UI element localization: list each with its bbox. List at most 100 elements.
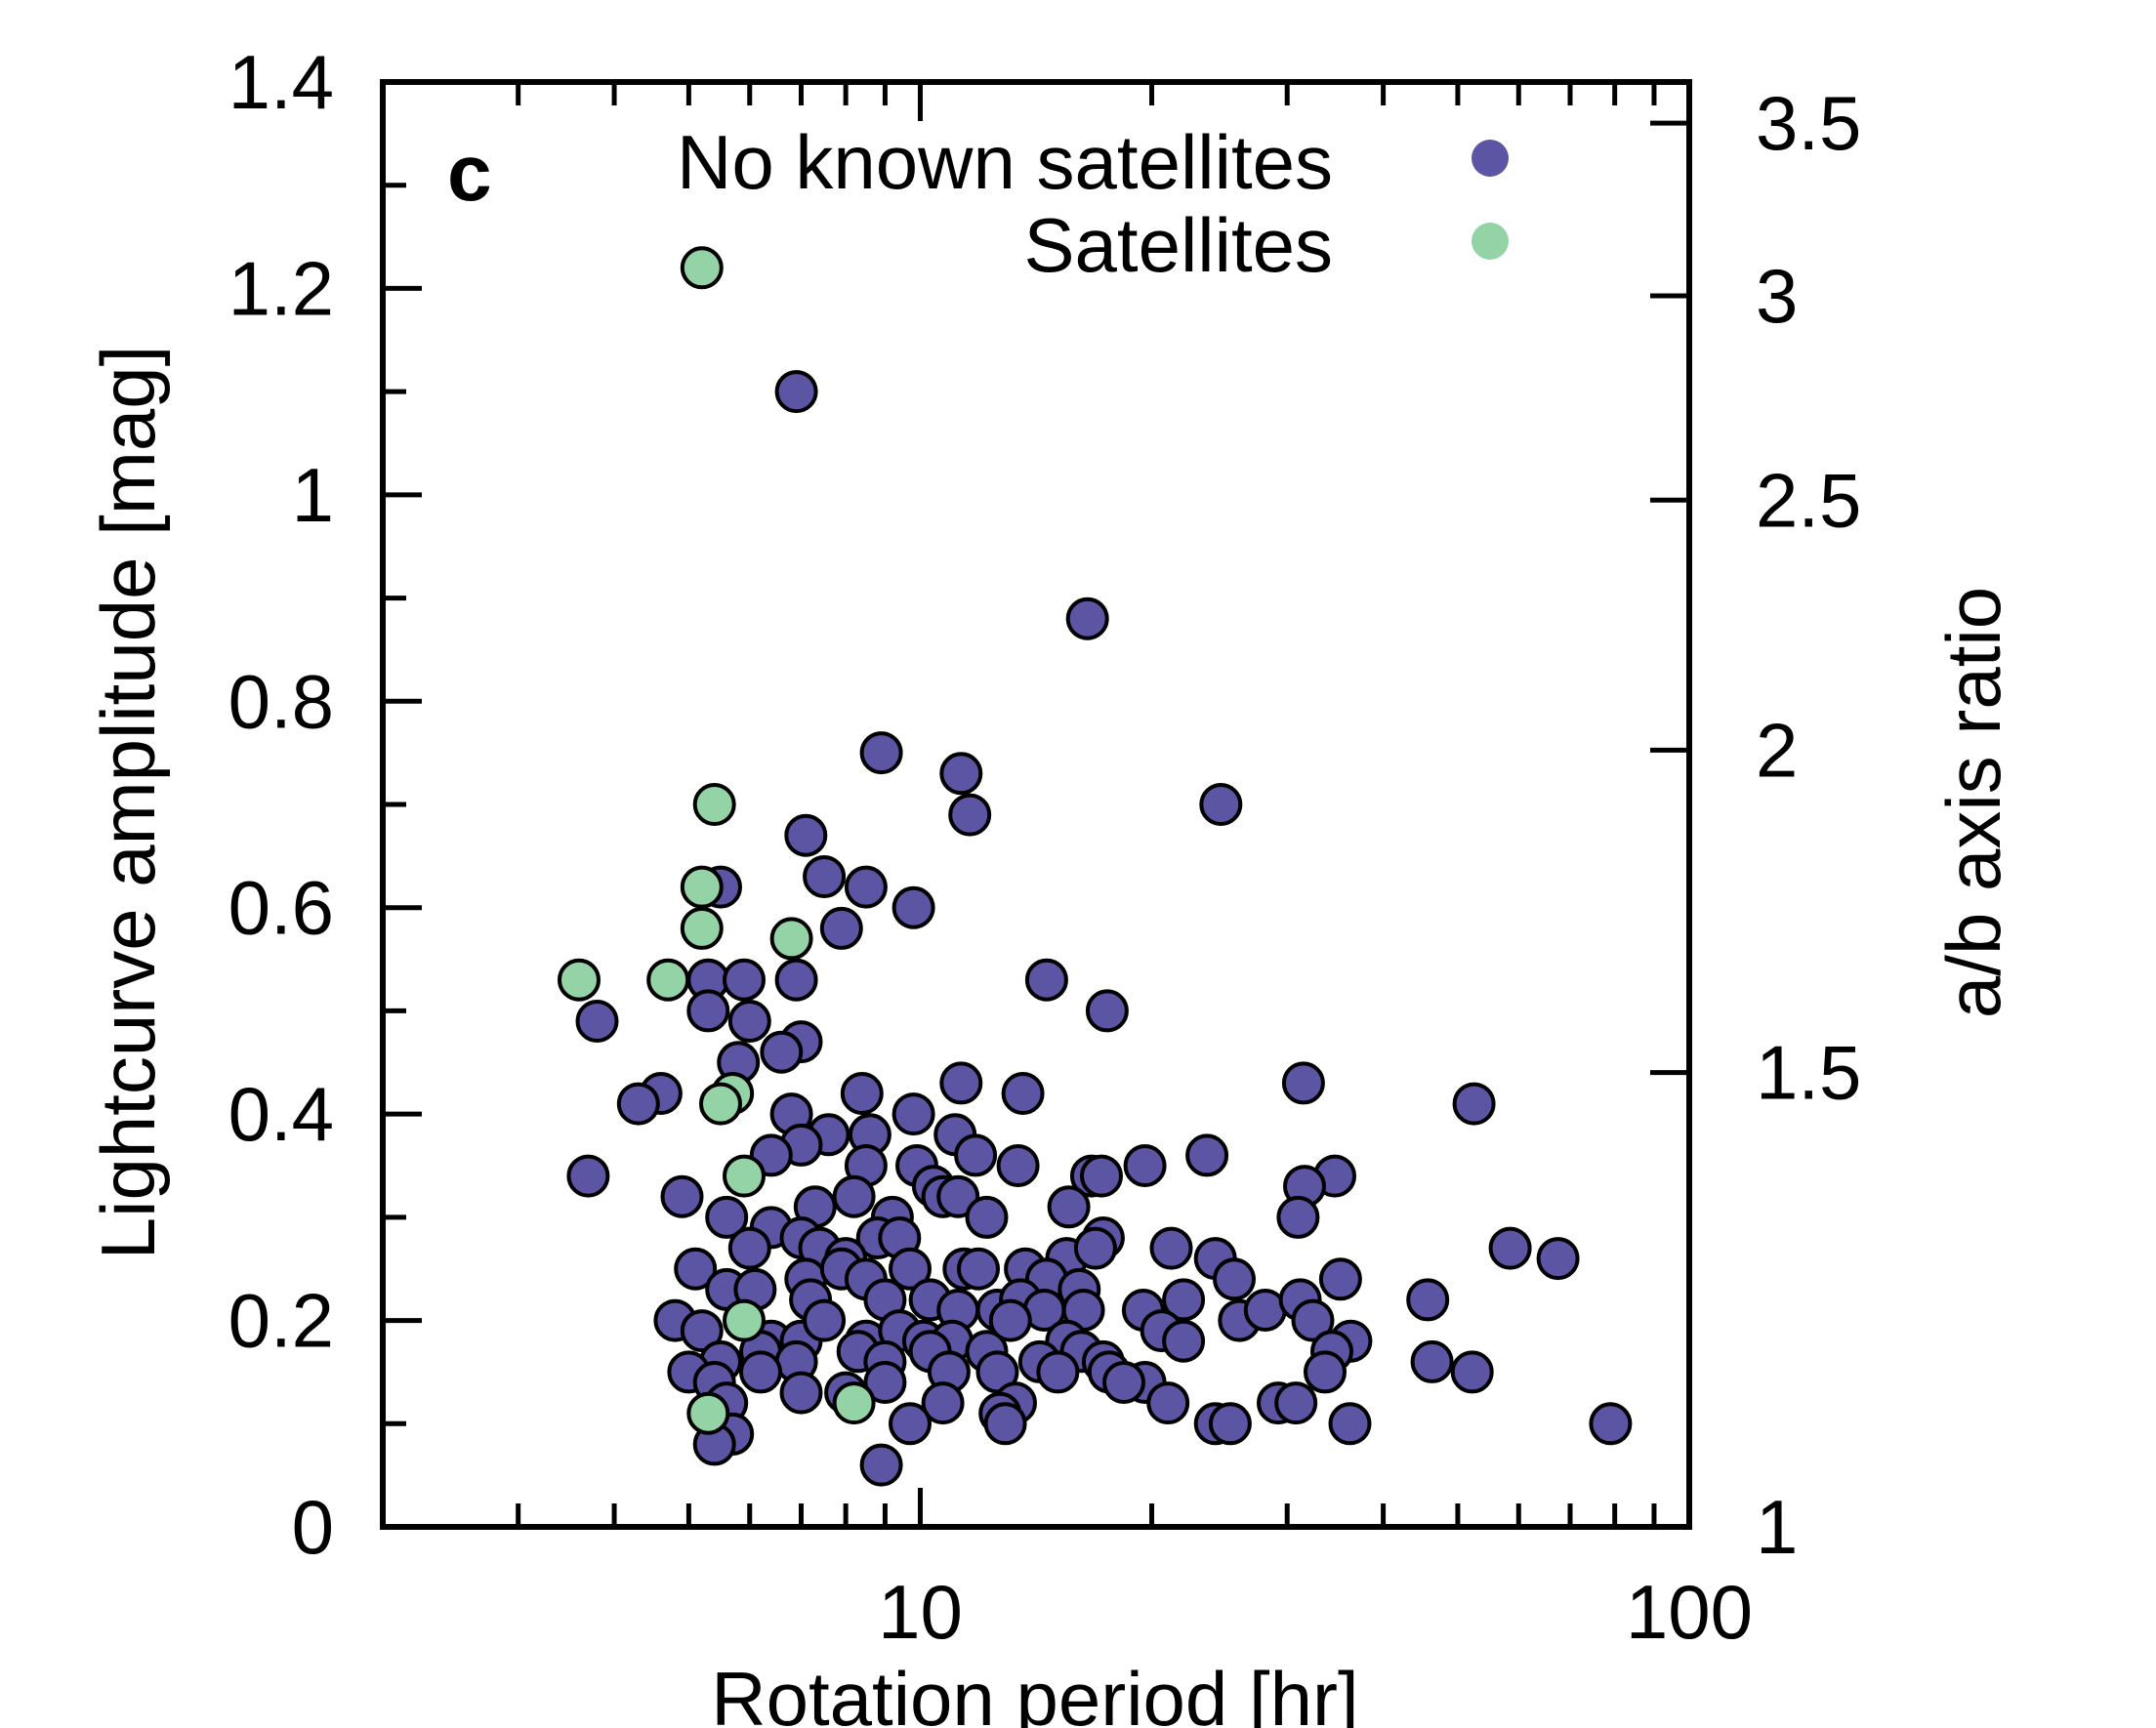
data-point	[739, 1350, 782, 1394]
data-point	[1450, 1350, 1494, 1394]
data-point	[774, 370, 818, 414]
data-point	[674, 1247, 718, 1291]
data-point	[727, 1226, 771, 1270]
data-point	[1208, 1402, 1252, 1446]
data-point	[680, 906, 724, 950]
data-points	[558, 246, 1633, 1487]
data-point	[784, 813, 828, 857]
data-point	[1102, 1361, 1145, 1404]
legend-label-satellites: Satellites	[1024, 202, 1334, 288]
y2-tick-label: 1	[1756, 1484, 1798, 1570]
panel-label: c	[447, 129, 492, 218]
data-point	[705, 1195, 749, 1239]
data-point	[779, 1371, 823, 1415]
y-tick-label: 1	[292, 452, 334, 538]
data-point	[844, 865, 888, 909]
data-point	[1162, 1278, 1206, 1322]
data-point	[1149, 1226, 1193, 1270]
y-tick-label: 0.8	[228, 658, 334, 744]
y2-tick-label: 1.5	[1756, 1030, 1861, 1116]
data-point	[1410, 1339, 1454, 1383]
data-point	[939, 752, 983, 796]
data-point	[954, 1133, 998, 1177]
data-point	[803, 1298, 847, 1342]
data-point	[1047, 1185, 1091, 1229]
y2-tick-label: 2	[1756, 707, 1798, 793]
data-point	[891, 885, 935, 929]
data-point	[1036, 1350, 1080, 1394]
data-point	[1213, 1257, 1256, 1301]
data-point	[1274, 1381, 1318, 1425]
x-tick-label: 100	[1626, 1569, 1753, 1655]
data-point	[1243, 1289, 1287, 1332]
data-point	[1406, 1278, 1450, 1322]
data-point	[840, 1072, 884, 1115]
legend-label-no-satellites: No known satellites	[677, 119, 1333, 205]
data-point	[680, 1309, 724, 1353]
data-point	[575, 1000, 619, 1043]
x-axis-title: Rotation period [hr]	[711, 1656, 1358, 1728]
data-point	[1185, 1133, 1229, 1177]
y-axis-title: Lightcurve amplitude [mag]	[85, 346, 171, 1260]
data-point	[1085, 989, 1129, 1033]
y-tick-label: 1.2	[228, 245, 334, 331]
data-point	[1065, 597, 1109, 640]
data-point	[723, 958, 766, 1002]
data-point	[680, 246, 724, 290]
data-point	[1146, 1381, 1190, 1425]
data-point	[832, 1174, 876, 1218]
data-point	[1488, 1226, 1532, 1270]
data-point	[983, 1402, 1027, 1446]
data-point	[1123, 1144, 1167, 1187]
data-point	[692, 783, 736, 826]
legend-marker-satellites	[1472, 223, 1509, 260]
data-point	[988, 1298, 1032, 1342]
data-point	[769, 917, 813, 961]
data-point	[1328, 1402, 1372, 1446]
data-point	[1024, 958, 1068, 1002]
data-point	[646, 958, 690, 1002]
data-point	[1276, 1195, 1320, 1239]
data-point	[723, 1298, 766, 1342]
data-point	[727, 1000, 771, 1043]
legend: No known satellites Satellites	[677, 119, 1509, 288]
data-point	[774, 958, 818, 1002]
y2-tick-label: 2.5	[1756, 457, 1861, 543]
data-point	[889, 1247, 932, 1291]
x-tick-label: 10	[878, 1569, 963, 1655]
data-point	[996, 1144, 1040, 1187]
tick-labels: 10 100 0 0.2 0.4 0.6 0.8 1 1.2 1.4 1 1.5 2 2.5 3 3.5	[228, 39, 1862, 1655]
data-point	[1589, 1402, 1633, 1446]
data-point	[965, 1195, 1009, 1239]
data-point	[803, 855, 847, 898]
y2-tick-label: 3	[1756, 253, 1798, 339]
data-point	[1304, 1350, 1347, 1394]
data-point	[1452, 1082, 1496, 1126]
data-point	[660, 1174, 704, 1218]
data-point	[723, 1154, 766, 1198]
data-point	[1001, 1072, 1045, 1115]
data-point	[1291, 1298, 1335, 1342]
data-point	[921, 1381, 965, 1425]
data-point	[1073, 1226, 1117, 1270]
y2-axis-title: a/b axis ratio	[1930, 587, 2016, 1018]
y-tick-label: 1.4	[228, 39, 334, 125]
data-point	[819, 906, 863, 950]
data-point	[1199, 783, 1243, 826]
data-point	[957, 1247, 1000, 1291]
data-point	[686, 1391, 730, 1435]
y-tick-label: 0.2	[228, 1278, 334, 1364]
data-point	[699, 1082, 742, 1126]
data-point	[948, 793, 992, 837]
y2-tick-label: 3.5	[1756, 80, 1861, 166]
data-point	[859, 1443, 903, 1487]
data-point	[760, 1030, 804, 1074]
data-point	[686, 989, 730, 1033]
y-tick-label: 0	[292, 1484, 334, 1570]
series-satellites	[558, 246, 876, 1435]
data-point	[1162, 1319, 1206, 1363]
data-point	[616, 1082, 660, 1126]
data-point	[1536, 1237, 1580, 1281]
data-point	[558, 958, 601, 1002]
